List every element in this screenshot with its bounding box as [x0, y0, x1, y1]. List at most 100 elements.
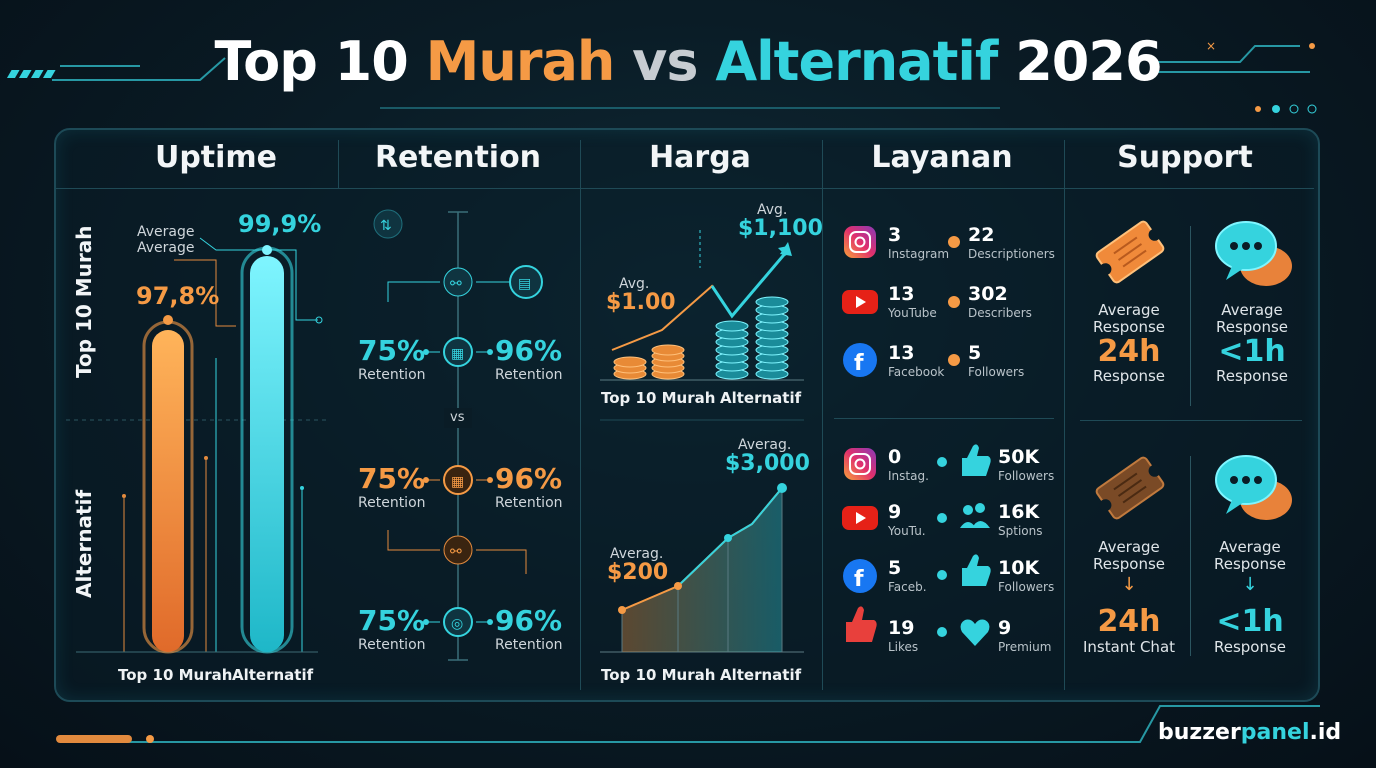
retention-left-sub-1: Retention — [358, 367, 426, 383]
retention-left-value-2: 75% — [358, 462, 426, 495]
harga-charts — [600, 230, 804, 653]
layanan-bottom-num-1: 0 — [888, 446, 902, 468]
support-col-divider — [1190, 226, 1191, 406]
svg-text:▦: ▦ — [451, 346, 464, 362]
col-divider — [580, 140, 581, 690]
uptime-bar-alternatif — [240, 246, 294, 654]
harga-top-x-label-murah: Top 10 Murah — [601, 389, 716, 407]
title-part-5: 2026 — [1015, 30, 1162, 93]
support-br-sub: Response — [1213, 638, 1287, 656]
support-br-label-2: Response — [1213, 555, 1287, 573]
layanan-icons: f f — [842, 226, 991, 646]
harga-top-high-label: Avg. — [757, 202, 788, 218]
like-hand-icon — [846, 606, 877, 642]
title-part-1: Top 10 — [214, 30, 408, 93]
header-divider — [56, 188, 1314, 189]
support-tl-value: 24h — [1097, 334, 1161, 369]
layanan-bottom-name2-2: Sptions — [998, 524, 1043, 538]
layanan-bottom-num2-2: 16K — [998, 501, 1040, 523]
support-tr-label-1: Average — [1221, 301, 1283, 319]
retention-left-sub-2: Retention — [358, 495, 426, 511]
support-br-value: <1h — [1216, 604, 1284, 639]
coin-stack-orange — [613, 344, 685, 380]
svg-text:◎: ◎ — [451, 616, 463, 632]
harga-bottom-x-label-alternatif: Alternatif — [720, 666, 802, 684]
support-tr-sub: Response — [1215, 367, 1289, 385]
support-icons — [1095, 220, 1292, 520]
harga-bottom-low-value: $200 — [607, 560, 669, 585]
layanan-top-num-2: 13 — [888, 283, 915, 305]
layanan-top-num-1: 3 — [888, 224, 902, 246]
layanan-bottom-num-3: 5 — [888, 557, 902, 579]
facebook-icon: f — [843, 343, 877, 377]
retention-left-value-1: 75% — [358, 334, 426, 367]
svg-text:f: f — [854, 351, 864, 376]
support-bl-sub: Instant Chat — [1082, 638, 1176, 656]
layanan-bottom-name2-1: Followers — [998, 469, 1055, 483]
layanan-top-name-3: Facebook — [888, 365, 945, 379]
column-header-retention: Retention — [374, 140, 542, 175]
uptime-bar-murah — [142, 320, 194, 654]
layanan-bottom-num-4: 19 — [888, 617, 915, 639]
svg-text:×: × — [1206, 39, 1216, 53]
retention-left-sub-3: Retention — [358, 637, 426, 653]
support-col-divider — [1190, 456, 1191, 656]
retention-right-value-1: 96% — [495, 334, 563, 367]
col-divider — [1064, 140, 1065, 690]
layanan-top-num-3: 13 — [888, 342, 915, 364]
support-divider — [1080, 420, 1302, 421]
harga-top-low-value: $1.00 — [606, 290, 676, 315]
users-icon — [960, 503, 990, 528]
harga-bottom-x-label-murah: Top 10 Murah — [601, 666, 716, 684]
retention-right-sub-2: Retention — [495, 495, 563, 511]
page-title: Top 10 Murah vs Alternatif 2026 — [0, 30, 1376, 93]
youtube-icon — [842, 506, 878, 530]
brand-logo: buzzerpanel.id — [1158, 720, 1341, 745]
svg-text:▤: ▤ — [518, 276, 531, 292]
uptime-average-label-2: Average — [137, 240, 195, 256]
svg-text:f: f — [854, 567, 864, 592]
layanan-bottom-num-2: 9 — [888, 501, 902, 523]
retention-node-icon: ⇅ — [373, 209, 403, 239]
uptime-x-label-murah: Top 10 Murah — [118, 666, 233, 684]
col-divider — [822, 140, 823, 690]
svg-text:▦: ▦ — [451, 474, 464, 490]
layanan-top-name-1: Instagram — [888, 247, 950, 261]
retention-diagram: ⇅ ⚯ ▤ ▦ ▦ ⚯ ◎ — [373, 209, 543, 661]
svg-text:⇅: ⇅ — [380, 218, 392, 234]
layanan-top-num2-2: 302 — [968, 283, 1008, 305]
uptime-average-label-1: Average — [137, 224, 195, 240]
support-bl-label-2: Response — [1092, 555, 1166, 573]
support-tl-label-1: Average — [1098, 301, 1160, 319]
support-tr-value: <1h — [1218, 334, 1286, 369]
layanan-top-num2-1: 22 — [968, 224, 995, 246]
uptime-murah-value: 97,8% — [136, 282, 220, 310]
layanan-bottom-name2-4: Premium — [998, 640, 1052, 654]
retention-left-value-3: 75% — [358, 604, 426, 637]
instagram-icon — [844, 226, 876, 258]
harga-bottom-high-value: $3,000 — [725, 451, 810, 476]
column-header-harga: Harga — [649, 140, 751, 175]
brand-part-c: .id — [1309, 720, 1342, 745]
heart-icon — [960, 619, 990, 646]
harga-top-x-label-alternatif: Alternatif — [720, 389, 802, 407]
uptime-chart — [66, 237, 326, 654]
support-bl-arrow: ↓ — [1121, 574, 1137, 595]
youtube-icon — [842, 290, 878, 314]
ticket-icon — [1095, 456, 1165, 520]
facebook-icon: f — [843, 559, 877, 593]
support-tl-label-2: Response — [1092, 318, 1166, 336]
harga-top-high-value: $1,100 — [738, 216, 823, 241]
harga-bottom-high-label: Averag. — [738, 437, 792, 453]
layanan-bottom-name-4: Likes — [888, 640, 919, 654]
chat-bubble-icon — [1215, 221, 1292, 286]
brand-part-a: buzzer — [1158, 720, 1241, 745]
support-tl-sub: Response — [1092, 367, 1166, 385]
layanan-top-name2-2: Describers — [968, 306, 1032, 320]
retention-vs-label: vs — [450, 410, 465, 425]
layanan-top-num2-3: 5 — [968, 342, 982, 364]
thumbs-up-icon — [962, 554, 991, 586]
uptime-alternatif-value: 99,9% — [238, 210, 322, 238]
title-part-2: Murah — [425, 30, 616, 93]
